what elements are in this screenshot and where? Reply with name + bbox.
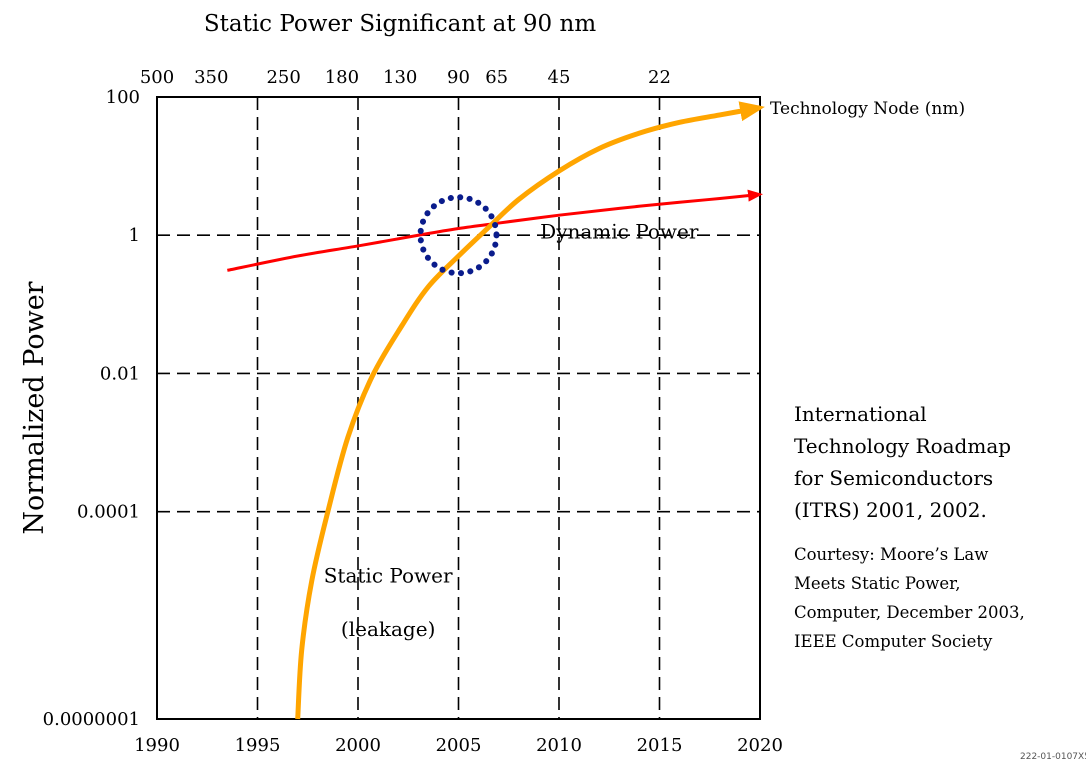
chart-title: Static Power Significant at 90 nm <box>204 11 596 37</box>
series-lines <box>227 101 765 720</box>
y-tick-label: 1 <box>129 225 140 246</box>
citation-line: International <box>794 402 927 426</box>
annotation-static2: (leakage) <box>341 617 435 641</box>
courtesy-line: IEEE Computer Society <box>794 632 993 651</box>
citation-line: for Semiconductors <box>794 466 994 490</box>
x-tick-label: 2020 <box>737 735 783 756</box>
x-tick-label: 2005 <box>436 735 482 756</box>
highlight-circle <box>417 194 500 277</box>
y-tick-label: 100 <box>106 87 140 108</box>
courtesy-line: Meets Static Power, <box>794 574 961 593</box>
top-axis-label: Technology Node (nm) <box>770 99 965 119</box>
top-axis-ticks: 500 350 250 180 130 90 65 45 22 <box>140 67 671 88</box>
grid <box>157 97 760 719</box>
x-tick-label: 2015 <box>637 735 683 756</box>
annotations: Dynamic Power Static Power (leakage) <box>324 219 699 640</box>
top-tick-label: 22 <box>648 67 671 88</box>
dynamic-power-line <box>227 189 763 272</box>
courtesy-text: Courtesy: Moore’s Law Meets Static Power… <box>794 540 1025 656</box>
citation-text: International Technology Roadmap for Sem… <box>794 398 1011 526</box>
x-tick-label: 1995 <box>235 735 281 756</box>
top-tick-label: 90 <box>447 67 470 88</box>
top-tick-label: 65 <box>485 67 508 88</box>
citation-line: (ITRS) 2001, 2002. <box>794 498 987 522</box>
corner-tag: 222-01-0107X5 <box>1020 752 1086 762</box>
y-axis-label: Normalized Power <box>19 281 50 534</box>
annotation-static1: Static Power <box>324 563 453 587</box>
top-tick-label: 130 <box>383 67 417 88</box>
x-tick-label: 2000 <box>335 735 381 756</box>
top-tick-label: 350 <box>194 67 228 88</box>
y-tick-label: 0.0001 <box>77 502 140 523</box>
y-tick-label: 0.0000001 <box>43 709 140 730</box>
annotation-dynamic: Dynamic Power <box>540 219 699 243</box>
x-tick-label: 2010 <box>536 735 582 756</box>
y-axis-ticks: 0.0000001 0.0001 0.01 1 100 <box>43 87 140 730</box>
courtesy-line: Courtesy: Moore’s Law <box>794 545 989 564</box>
x-axis-ticks: 1990 1995 2000 2005 2010 2015 2020 <box>134 735 783 756</box>
top-tick-label: 180 <box>325 67 359 88</box>
top-tick-label: 250 <box>266 67 300 88</box>
citation-line: Technology Roadmap <box>794 434 1012 458</box>
top-tick-label: 500 <box>140 67 174 88</box>
courtesy-line: Computer, December 2003, <box>794 603 1025 622</box>
x-tick-label: 1990 <box>134 735 180 756</box>
top-tick-label: 45 <box>548 67 571 88</box>
plot-frame <box>156 96 761 720</box>
y-tick-label: 0.01 <box>100 363 140 384</box>
static-power-line <box>295 101 765 720</box>
